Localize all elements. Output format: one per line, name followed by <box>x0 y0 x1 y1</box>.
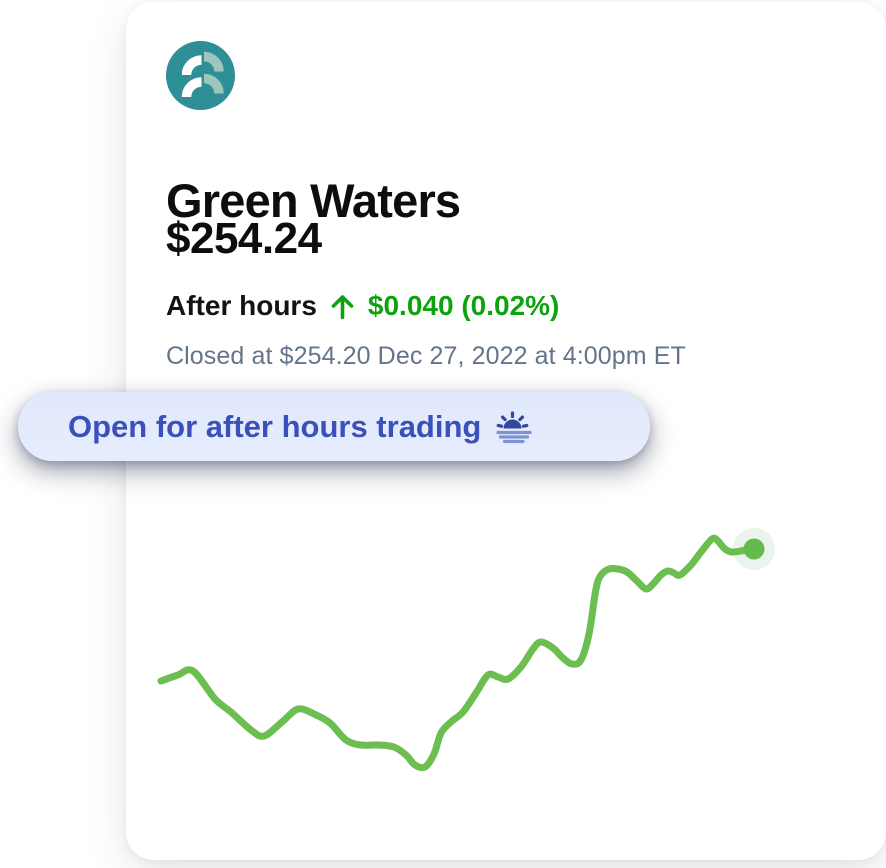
green-waters-logo-icon <box>166 41 235 110</box>
after-hours-trading-button[interactable]: Open for after hours trading <box>18 392 650 461</box>
change-value: $0.040 (0.02%) <box>367 290 560 321</box>
closed-at-text: Closed at $254.20 Dec 27, 2022 at 4:00pm… <box>166 342 686 370</box>
session-label: After hours <box>166 290 317 321</box>
current-point-dot <box>743 538 765 560</box>
stock-price: $254.24 <box>166 214 322 263</box>
price-chart[interactable] <box>126 500 886 868</box>
company-logo <box>166 41 235 110</box>
price-line <box>157 534 758 772</box>
after-hours-row: After hours $0.040 (0.02%) <box>166 290 559 322</box>
after-hours-trading-label: Open for after hours trading <box>68 408 482 444</box>
company-name: Green Waters <box>166 174 461 228</box>
up-arrow-icon <box>329 292 356 320</box>
sunrise-icon <box>496 409 532 444</box>
